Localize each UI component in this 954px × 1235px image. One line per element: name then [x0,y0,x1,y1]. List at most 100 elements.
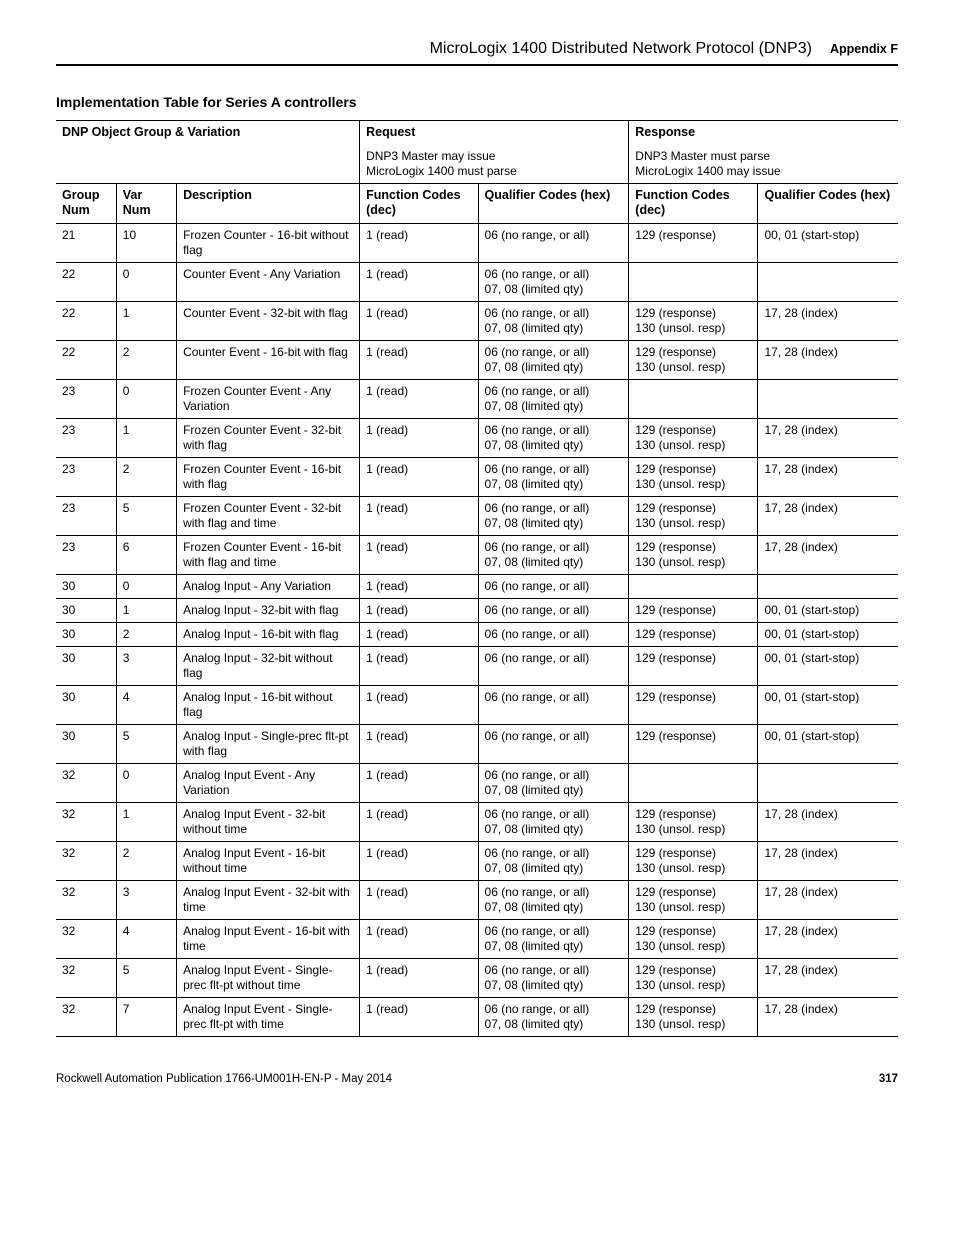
cell-fc_req: 1 (read) [360,997,478,1036]
col-qc-res: Qualifier Codes (hex) [758,183,898,223]
cell-var: 0 [116,262,176,301]
table-row: 220Counter Event - Any Variation1 (read)… [56,262,898,301]
cell-fc_req: 1 (read) [360,496,478,535]
cell-group: 23 [56,496,116,535]
cell-qc_res: 17, 28 (index) [758,958,898,997]
cell-var: 3 [116,646,176,685]
cell-qc_req: 06 (no range, or all) 07, 08 (limited qt… [478,340,629,379]
cell-qc_res: 00, 01 (start-stop) [758,223,898,262]
col-var: Var Num [116,183,176,223]
cell-fc_res: 129 (response) 130 (unsol. resp) [629,841,758,880]
cell-fc_res [629,262,758,301]
cell-qc_res: 17, 28 (index) [758,301,898,340]
cell-qc_req: 06 (no range, or all) 07, 08 (limited qt… [478,958,629,997]
cell-group: 30 [56,646,116,685]
cell-fc_req: 1 (read) [360,622,478,646]
cell-fc_res: 129 (response) 130 (unsol. resp) [629,457,758,496]
cell-qc_req: 06 (no range, or all) [478,598,629,622]
cell-fc_req: 1 (read) [360,418,478,457]
cell-fc_req: 1 (read) [360,262,478,301]
col-qc-req: Qualifier Codes (hex) [478,183,629,223]
cell-group: 23 [56,379,116,418]
publication-info: Rockwell Automation Publication 1766-UM0… [56,1073,392,1085]
cell-qc_req: 06 (no range, or all) [478,622,629,646]
cell-desc: Counter Event - 32-bit with flag [177,301,360,340]
cell-var: 3 [116,880,176,919]
cell-group: 22 [56,301,116,340]
cell-desc: Analog Input - Any Variation [177,574,360,598]
cell-desc: Analog Input Event - 16-bit without time [177,841,360,880]
cell-qc_res: 17, 28 (index) [758,496,898,535]
table-row: 300Analog Input - Any Variation1 (read)0… [56,574,898,598]
cell-desc: Analog Input Event - Single-prec flt-pt … [177,958,360,997]
cell-group: 32 [56,997,116,1036]
cell-fc_res: 129 (response) [629,685,758,724]
page-number: 317 [879,1073,898,1085]
cell-qc_res: 17, 28 (index) [758,457,898,496]
cell-group: 32 [56,763,116,802]
page-footer: Rockwell Automation Publication 1766-UM0… [56,1073,898,1085]
cell-desc: Analog Input Event - 16-bit with time [177,919,360,958]
table-row: 325Analog Input Event - Single-prec flt-… [56,958,898,997]
cell-group: 22 [56,340,116,379]
table-row: 324Analog Input Event - 16-bit with time… [56,919,898,958]
table-row: 322Analog Input Event - 16-bit without t… [56,841,898,880]
cell-qc_res [758,763,898,802]
cell-fc_res: 129 (response) [629,646,758,685]
section-title: Implementation Table for Series A contro… [56,94,898,110]
col-group: Group Num [56,183,116,223]
col-fc-req: Function Codes (dec) [360,183,478,223]
cell-qc_res: 17, 28 (index) [758,841,898,880]
cell-fc_res [629,574,758,598]
cell-fc_req: 1 (read) [360,379,478,418]
cell-fc_res: 129 (response) 130 (unsol. resp) [629,880,758,919]
cell-qc_res: 17, 28 (index) [758,997,898,1036]
cell-fc_res: 129 (response) 130 (unsol. resp) [629,802,758,841]
cell-qc_res: 00, 01 (start-stop) [758,598,898,622]
cell-group: 30 [56,622,116,646]
cell-fc_req: 1 (read) [360,724,478,763]
cell-desc: Analog Input - 32-bit with flag [177,598,360,622]
cell-var: 5 [116,496,176,535]
cell-qc_res: 17, 28 (index) [758,919,898,958]
cell-group: 30 [56,724,116,763]
cell-var: 2 [116,622,176,646]
cell-fc_res: 129 (response) 130 (unsol. resp) [629,496,758,535]
cell-qc_req: 06 (no range, or all) 07, 08 (limited qt… [478,880,629,919]
cell-qc_req: 06 (no range, or all) [478,646,629,685]
top-sub-row: DNP3 Master may issue MicroLogix 1400 mu… [56,145,898,184]
cell-qc_req: 06 (no range, or all) 07, 08 (limited qt… [478,262,629,301]
implementation-table: DNP Object Group & Variation Request Res… [56,120,898,1037]
table-row: 320Analog Input Event - Any Variation1 (… [56,763,898,802]
cell-var: 7 [116,997,176,1036]
cell-var: 0 [116,763,176,802]
cell-fc_req: 1 (read) [360,880,478,919]
cell-desc: Analog Input Event - 32-bit without time [177,802,360,841]
header-object-group: DNP Object Group & Variation [56,121,360,145]
cell-qc_req: 06 (no range, or all) 07, 08 (limited qt… [478,841,629,880]
table-row: 321Analog Input Event - 32-bit without t… [56,802,898,841]
col-desc: Description [177,183,360,223]
table-body: 2110Frozen Counter - 16-bit without flag… [56,223,898,1036]
cell-qc_req: 06 (no range, or all) 07, 08 (limited qt… [478,418,629,457]
cell-qc_req: 06 (no range, or all) [478,223,629,262]
cell-fc_res: 129 (response) [629,598,758,622]
cell-fc_req: 1 (read) [360,535,478,574]
cell-group: 21 [56,223,116,262]
cell-fc_req: 1 (read) [360,763,478,802]
table-row: 323Analog Input Event - 32-bit with time… [56,880,898,919]
cell-fc_res: 129 (response) 130 (unsol. resp) [629,958,758,997]
cell-fc_req: 1 (read) [360,841,478,880]
appendix-label: Appendix F [830,42,898,56]
table-row: 232Frozen Counter Event - 16-bit with fl… [56,457,898,496]
table-row: 235Frozen Counter Event - 32-bit with fl… [56,496,898,535]
table-row: 302Analog Input - 16-bit with flag1 (rea… [56,622,898,646]
header-response: Response [629,121,898,145]
cell-group: 23 [56,457,116,496]
table-row: 222Counter Event - 16-bit with flag1 (re… [56,340,898,379]
page-header: MicroLogix 1400 Distributed Network Prot… [56,40,898,66]
cell-group: 23 [56,418,116,457]
cell-fc_res: 129 (response) 130 (unsol. resp) [629,340,758,379]
column-header-row: Group Num Var Num Description Function C… [56,183,898,223]
cell-qc_res: 17, 28 (index) [758,535,898,574]
